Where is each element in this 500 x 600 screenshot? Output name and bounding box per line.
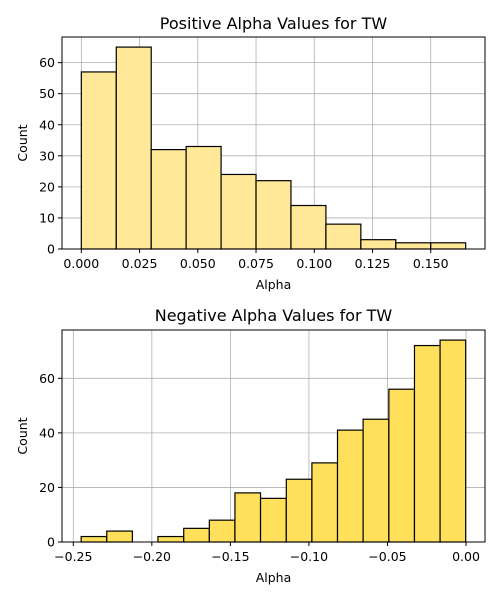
x-axis-label: Alpha [256,570,292,585]
y-tick-label: 40 [39,117,55,132]
histogram-bar [106,530,133,543]
histogram-bar [234,492,262,543]
histogram-bar [220,173,257,250]
plot-frame [61,36,486,250]
x-tick-label: −0.20 [133,549,171,564]
histogram-bar [157,535,185,543]
x-tick-label: 0.150 [413,256,449,271]
x-tick-label: 0.050 [180,256,216,271]
y-tick-label: 20 [39,480,55,495]
histogram-bar [80,71,117,250]
y-axis-label: Count [15,417,30,454]
y-tick-label: 0 [47,242,55,257]
chart-title: Negative Alpha Values for TW [155,306,393,325]
x-tick-label: 0.125 [355,256,391,271]
histogram-bar [360,239,397,250]
y-axis-label: Count [15,124,30,161]
histogram-bar [430,242,467,250]
y-tick-label: 50 [39,86,55,101]
x-tick-label: 0.100 [296,256,332,271]
y-tick-label: 60 [39,55,55,70]
x-tick-label: 0.00 [452,549,480,564]
chart-title: Positive Alpha Values for TW [160,14,388,33]
y-tick-label: 10 [39,210,55,225]
histogram-bar [336,429,364,543]
x-tick-label: 0.000 [63,256,99,271]
histogram-bar [439,339,467,543]
histogram-bar [259,497,287,543]
positive-alpha-histogram: Positive Alpha Values for TW Alpha Count… [15,14,486,292]
y-tick-label: 60 [39,371,55,386]
histogram-bar [290,204,327,250]
histogram-bar [183,527,210,543]
x-axis-label: Alpha [256,277,292,292]
histogram-bar [311,462,339,543]
negative-alpha-histogram: Negative Alpha Values for TW Alpha Count… [15,306,486,585]
histogram-bar [80,535,108,543]
histogram-bar [208,519,236,543]
y-tick-label: 40 [39,425,55,440]
histogram-bar [413,344,441,543]
bars [80,339,467,543]
plot-frame [61,329,486,543]
y-tick-label: 0 [47,535,55,550]
histogram-bar [325,223,362,250]
x-tick-label: 0.075 [238,256,274,271]
histogram-bar [388,388,416,543]
y-tick-label: 20 [39,179,55,194]
x-tick-label: −0.15 [211,549,249,564]
x-tick-label: −0.05 [368,549,406,564]
histogram-bar [255,180,292,250]
histogram-bar [395,242,432,250]
histogram-bar [150,149,187,250]
histogram-bar [115,46,152,250]
bars [80,46,467,250]
histogram-bar [362,418,390,543]
histogram-bar [285,478,313,543]
x-tick-label: 0.025 [122,256,158,271]
x-tick-label: −0.10 [290,549,328,564]
histogram-bar [185,145,222,250]
x-tick-label: −0.25 [54,549,92,564]
y-tick-label: 30 [39,148,55,163]
